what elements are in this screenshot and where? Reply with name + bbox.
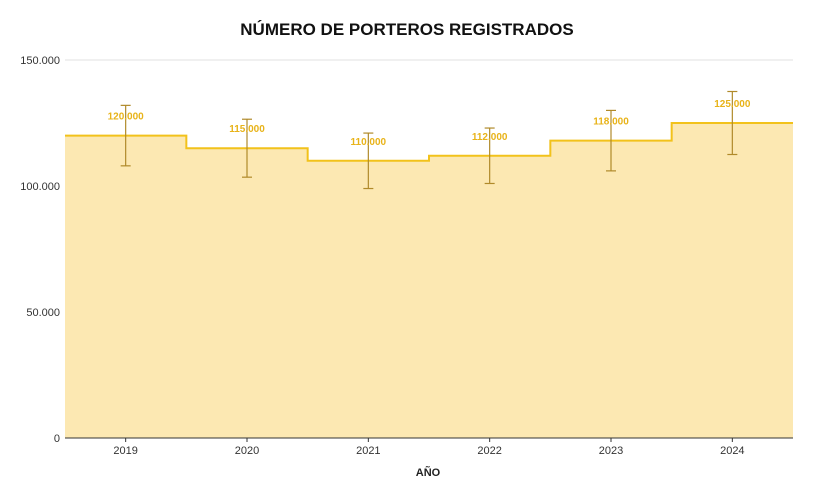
x-tick-label: 2024	[720, 445, 744, 457]
step-line	[65, 122, 793, 162]
y-tick-label: 50.000	[26, 307, 60, 319]
data-label: 120.000	[108, 112, 145, 123]
data-label: 125.000	[714, 99, 751, 110]
data-label-layer: 120.000 115.000 110.000 112.000 118.000 125.0…	[108, 99, 751, 148]
x-tick-label: 2023	[599, 445, 623, 457]
error-bar	[363, 132, 374, 190]
area-fill	[65, 123, 793, 438]
error-bar	[120, 104, 131, 167]
error-bar	[606, 109, 616, 172]
y-tick-label: 150.000	[20, 55, 60, 67]
chart-title: NÚMERO DE PORTEROS REGISTRADOS	[240, 20, 574, 39]
y-tick-label: 100.000	[20, 181, 60, 193]
data-label: 118.000	[593, 117, 629, 128]
data-label: 110.000	[351, 137, 387, 148]
data-label: 112.000	[472, 132, 508, 143]
area-layer	[65, 122, 793, 438]
x-tick-label: 2019	[113, 445, 137, 457]
error-bar	[484, 127, 495, 185]
axis-layer: 0 50.000 100.000 150.000 2019 2020 2021 2022 202…	[20, 55, 793, 457]
x-tick-label: 2020	[235, 445, 259, 457]
x-axis-title: AÑO	[416, 466, 441, 479]
error-bar	[242, 118, 252, 178]
y-tick-label: 0	[54, 433, 60, 445]
error-bar-layer	[120, 90, 738, 190]
error-bar	[727, 90, 738, 156]
data-label: 115.000	[229, 124, 265, 135]
x-tick-label: 2022	[477, 445, 501, 457]
x-tick-label: 2021	[356, 445, 380, 457]
